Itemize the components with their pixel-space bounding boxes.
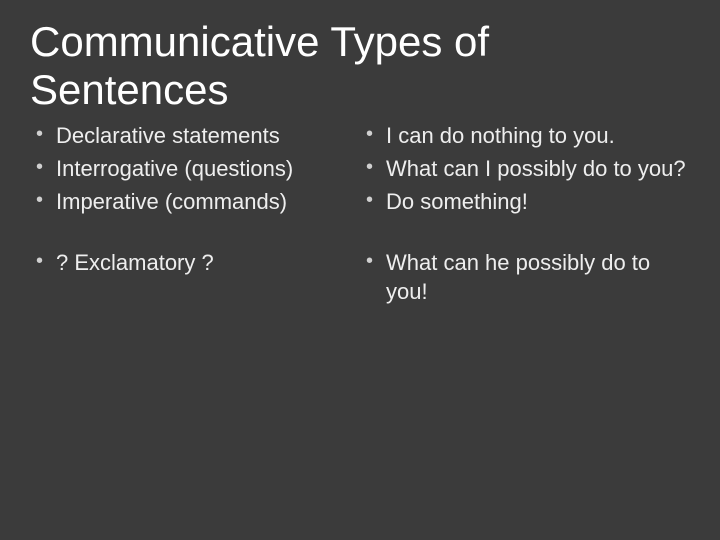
right-column: I can do nothing to you. What can I poss…: [360, 121, 690, 310]
left-column: Declarative statements Interrogative (qu…: [30, 121, 360, 310]
right-list-2: What can he possibly do to you!: [360, 248, 690, 306]
list-item: What can he possibly do to you!: [360, 248, 690, 306]
list-item: Do something!: [360, 187, 690, 216]
content-columns: Declarative statements Interrogative (qu…: [30, 121, 690, 310]
list-item: Imperative (commands): [30, 187, 360, 216]
left-list-2: ? Exclamatory ?: [30, 248, 360, 277]
right-list: I can do nothing to you. What can I poss…: [360, 121, 690, 216]
left-list: Declarative statements Interrogative (qu…: [30, 121, 360, 216]
spacer: [30, 220, 360, 248]
list-item: What can I possibly do to you?: [360, 154, 690, 183]
list-item: Interrogative (questions): [30, 154, 360, 183]
list-item: I can do nothing to you.: [360, 121, 690, 150]
list-item: Declarative statements: [30, 121, 360, 150]
list-item: ? Exclamatory ?: [30, 248, 360, 277]
page-title: Communicative Types of Sentences: [30, 18, 690, 115]
slide: Communicative Types of Sentences Declara…: [0, 0, 720, 540]
spacer: [360, 220, 690, 248]
